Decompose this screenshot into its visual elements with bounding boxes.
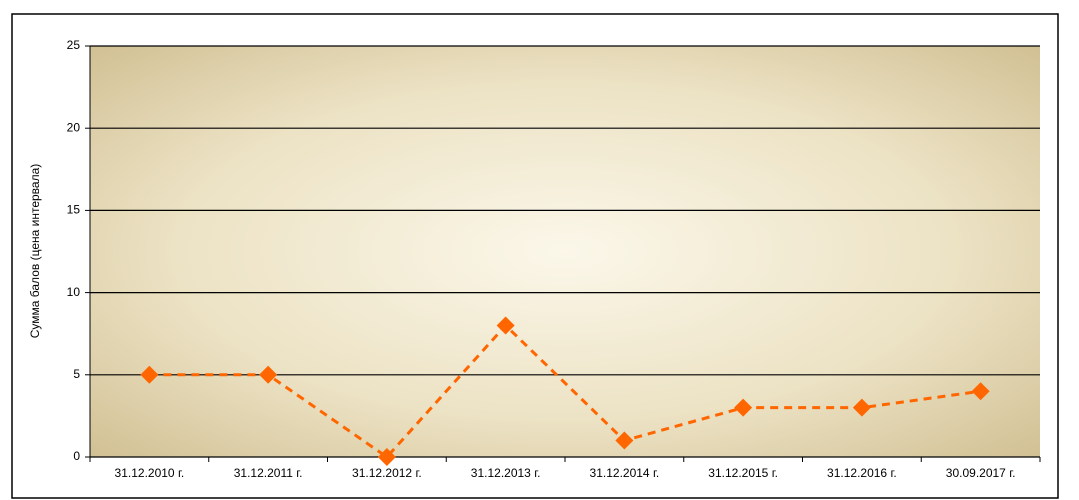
plot-area (90, 46, 1040, 457)
x-tick-label: 30.09.2017 г. (946, 466, 1016, 480)
x-tick-label: 31.12.2013 г. (471, 466, 541, 480)
y-tick-label: 0 (73, 449, 80, 463)
y-axis-label: Сумма балов (цена интервала) (28, 164, 42, 339)
x-tick-label: 31.12.2016 г. (827, 466, 897, 480)
x-tick-label: 31.12.2012 г. (352, 466, 422, 480)
y-tick-label: 15 (67, 203, 81, 217)
data-line (149, 323, 981, 459)
x-tick-label: 31.12.2010 г. (115, 466, 185, 480)
y-tick-label: 5 (73, 367, 80, 381)
data-point (377, 448, 396, 466)
data-point (734, 398, 753, 417)
x-tick-label: 31.12.2011 г. (234, 466, 303, 480)
x-tick-label: 31.12.2015 г. (708, 466, 778, 480)
y-tick-label: 20 (67, 120, 81, 134)
data-point (259, 365, 278, 384)
data-point (852, 398, 871, 417)
data-point (496, 316, 515, 335)
data-point (615, 431, 634, 450)
y-tick-label: 25 (67, 38, 81, 52)
data-point (971, 382, 990, 401)
y-tick-label: 10 (67, 285, 81, 299)
x-tick-label: 31.12.2014 г. (590, 466, 660, 480)
data-point (140, 365, 159, 384)
